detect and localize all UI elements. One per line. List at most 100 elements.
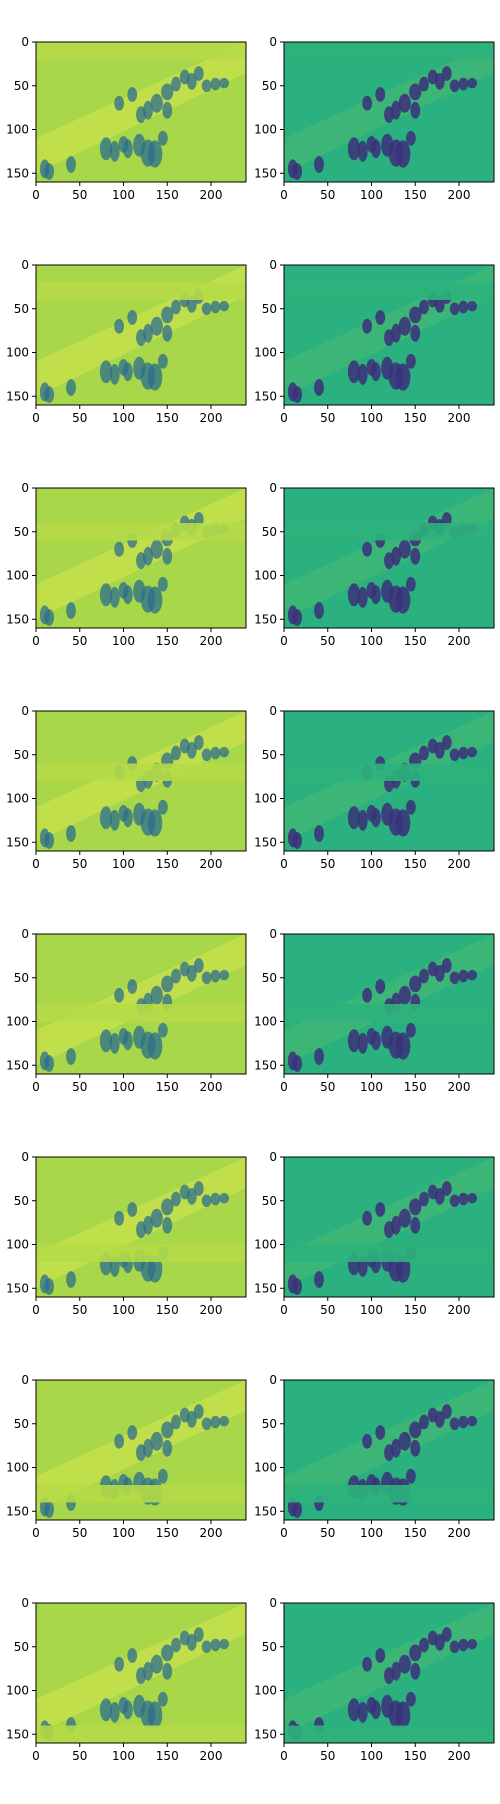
y-tick-label: 50 xyxy=(14,302,29,316)
figure-blob xyxy=(162,547,173,565)
figure-blob xyxy=(410,1216,421,1234)
figure-blob xyxy=(150,985,163,1005)
y-tick-label: 50 xyxy=(262,1194,277,1208)
figure-blob xyxy=(458,746,469,760)
figure-blob xyxy=(201,748,212,762)
figure-blob xyxy=(458,77,469,91)
panel-image xyxy=(36,1380,246,1520)
figure-blob xyxy=(219,969,230,981)
y-tick-label: 0 xyxy=(21,35,29,49)
figure-blob xyxy=(99,1029,113,1053)
x-tick-label: 150 xyxy=(156,1303,179,1317)
figure-blob xyxy=(127,1202,138,1217)
y-tick-label: 100 xyxy=(6,123,29,137)
x-tick-label: 200 xyxy=(200,1080,223,1094)
figure-blob xyxy=(419,968,429,984)
x-tick-label: 200 xyxy=(200,188,223,202)
axes-frame xyxy=(35,710,247,852)
x-tick-label: 0 xyxy=(32,188,40,202)
figure-blob xyxy=(210,77,221,91)
figure-blob xyxy=(405,799,416,815)
panel-r1-c2: 0 50 100 150 200 0 50 100 150 xyxy=(254,35,495,202)
figure-blob xyxy=(66,602,76,619)
figure-blob xyxy=(143,546,153,566)
figure-blob xyxy=(398,1431,411,1451)
figure-blob xyxy=(434,295,445,313)
figure-blob xyxy=(186,1187,197,1205)
figure-blob xyxy=(398,316,411,336)
figure-blob xyxy=(44,832,55,849)
figure-blob xyxy=(347,1698,361,1722)
figure-blob xyxy=(150,93,163,113)
figure-blob xyxy=(193,1181,204,1196)
figure-blob xyxy=(449,971,460,985)
figure-blob xyxy=(370,139,381,159)
axes-frame xyxy=(35,1156,247,1298)
figure-blob xyxy=(99,1698,113,1722)
figure-blob xyxy=(314,156,324,173)
y-tick-label: 50 xyxy=(262,748,277,762)
figure-blob xyxy=(357,586,368,608)
figure-blob xyxy=(161,1198,174,1216)
figure-blob xyxy=(405,1691,416,1707)
figure-blob xyxy=(314,379,324,396)
figure-blob xyxy=(467,1192,478,1204)
x-tick-label: 50 xyxy=(320,411,335,425)
figure-blob xyxy=(147,363,163,391)
figure-blob xyxy=(467,1415,478,1427)
y-tick-label: 50 xyxy=(14,748,29,762)
figure-blob xyxy=(375,1425,386,1440)
axes-frame xyxy=(35,1602,247,1744)
x-tick-label: 0 xyxy=(32,411,40,425)
x-tick-label: 150 xyxy=(404,1080,427,1094)
x-tick-label: 0 xyxy=(32,1303,40,1317)
panel-r2-c1: 0 50 100 150 200 0 50 100 150 xyxy=(6,258,247,425)
figure-blob xyxy=(150,1208,163,1228)
x-tick-label: 150 xyxy=(404,1749,427,1763)
y-tick-label: 50 xyxy=(262,971,277,985)
figure-blob xyxy=(458,300,469,314)
figure-blob xyxy=(405,353,416,369)
x-tick-label: 100 xyxy=(112,634,135,648)
figure-blob xyxy=(66,379,76,396)
figure-blob xyxy=(44,1055,55,1072)
figure-blob xyxy=(109,586,120,608)
figure-blob xyxy=(449,1417,460,1431)
x-tick-label: 150 xyxy=(156,1749,179,1763)
figure-blob xyxy=(186,1633,197,1651)
figure-blob xyxy=(357,809,368,831)
x-tick-label: 200 xyxy=(200,857,223,871)
y-tick-label: 0 xyxy=(269,1150,277,1164)
x-tick-label: 200 xyxy=(200,634,223,648)
panel-image xyxy=(284,1603,494,1743)
figure-blob xyxy=(292,1055,303,1072)
figure-blob xyxy=(395,586,411,614)
figure-blob xyxy=(143,1661,153,1681)
figure-blob xyxy=(109,1701,120,1723)
figure-blob xyxy=(99,137,113,161)
y-tick-label: 50 xyxy=(14,1194,29,1208)
figure-blob xyxy=(434,1410,445,1428)
y-tick-label: 0 xyxy=(21,927,29,941)
x-tick-label: 0 xyxy=(32,1526,40,1540)
figure-blob xyxy=(314,825,324,842)
figure-blob xyxy=(210,1415,221,1429)
y-tick-label: 150 xyxy=(6,612,29,626)
panel-r5-c1: 0 50 100 150 200 0 50 100 150 xyxy=(6,927,247,1094)
figure-blob xyxy=(127,1425,138,1440)
figure-blob xyxy=(99,583,113,607)
figure-blob xyxy=(122,362,133,382)
figure-blob xyxy=(44,1278,55,1295)
x-tick-label: 50 xyxy=(72,857,87,871)
figure-blob xyxy=(210,746,221,760)
figure-blob xyxy=(109,1032,120,1054)
y-tick-label: 0 xyxy=(21,1150,29,1164)
x-tick-label: 50 xyxy=(320,634,335,648)
y-tick-label: 50 xyxy=(14,971,29,985)
figure-blob xyxy=(219,1192,230,1204)
x-tick-label: 100 xyxy=(360,188,383,202)
figure-blob xyxy=(398,985,411,1005)
x-tick-label: 100 xyxy=(112,1080,135,1094)
axes-frame xyxy=(283,41,495,183)
figure-blob xyxy=(201,971,212,985)
